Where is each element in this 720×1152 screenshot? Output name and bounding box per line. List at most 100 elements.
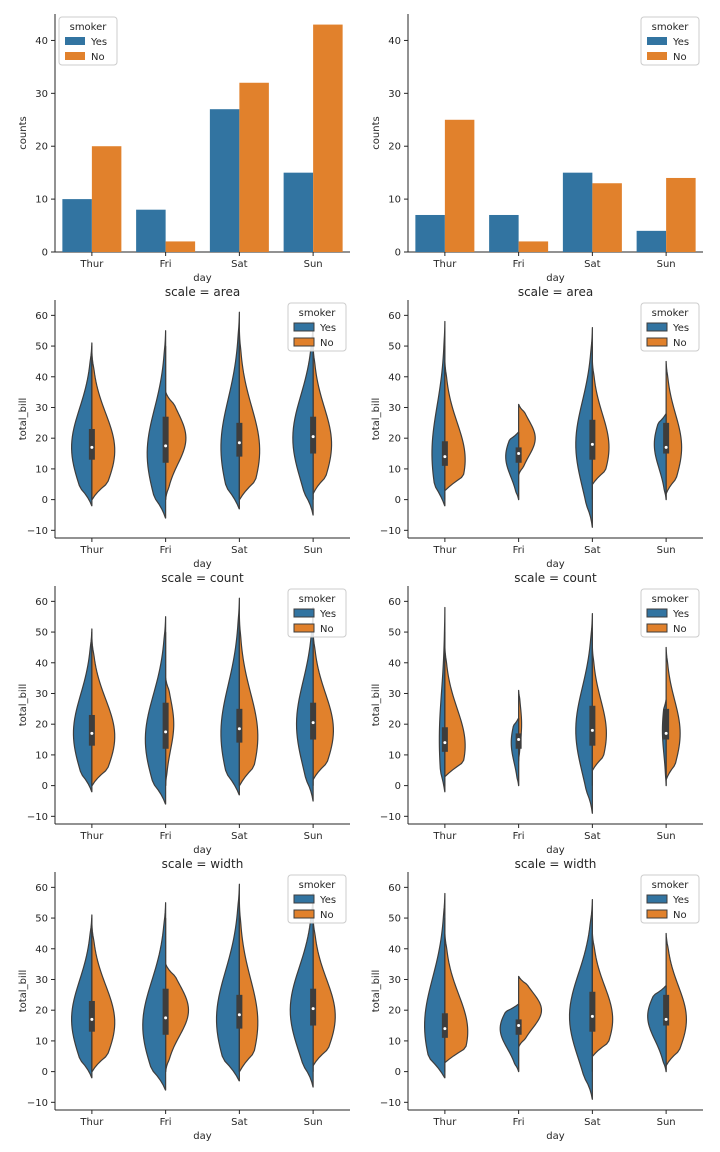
y-tick-label: 10 <box>388 464 401 475</box>
y-tick-label: 30 <box>388 975 401 986</box>
bar-no-sat <box>239 82 269 252</box>
violin-median-dot <box>590 442 594 446</box>
x-tick-label: Fri <box>160 1117 172 1128</box>
y-tick-label: 20 <box>35 434 48 445</box>
y-tick-label: 50 <box>388 342 401 353</box>
legend-title: smoker <box>299 308 337 319</box>
x-tick-label: Sun <box>304 545 323 556</box>
legend-title: smoker <box>299 880 337 891</box>
legend: smoker Yes No <box>640 874 700 924</box>
violin-iqr-box <box>663 422 670 454</box>
legend-label-yes: Yes <box>319 609 336 620</box>
bar-no-thur <box>444 119 475 253</box>
y-tick-label: 0 <box>42 248 48 259</box>
y-tick-label: 30 <box>35 89 48 100</box>
violin-no-sat <box>238 902 259 1073</box>
violin-no-sat <box>591 646 607 771</box>
subplot-1: 0 10 20 30 40 Thur Fri Sat Sun day counts smoker Yes… <box>18 14 350 284</box>
x-axis-label: day <box>193 1131 211 1142</box>
y-tick-label: 50 <box>35 628 48 639</box>
x-tick-label: Sat <box>584 831 600 842</box>
legend-swatch-yes <box>646 894 668 904</box>
y-tick-label: 20 <box>388 1006 401 1017</box>
legend-label-no: No <box>673 624 687 635</box>
violin-iqr-box <box>88 1000 95 1032</box>
y-tick-label: 0 <box>395 248 401 259</box>
y-tick-label: 20 <box>388 720 401 731</box>
legend-label-yes: Yes <box>319 895 336 906</box>
legend: smoker Yes No <box>640 588 700 638</box>
violin-iqr-box <box>589 705 596 746</box>
violin-iqr-box <box>515 733 522 749</box>
legend-label-no: No <box>673 910 687 921</box>
violin-iqr-box <box>441 1013 448 1038</box>
legend: smoker Yes No <box>287 302 347 352</box>
legend-swatch-yes <box>65 37 85 45</box>
violin-no-sat <box>591 932 614 1057</box>
violin-no-thur <box>91 637 116 787</box>
violin-iqr-box <box>88 714 95 746</box>
violin-median-dot <box>443 1027 447 1031</box>
x-tick-label: Fri <box>160 545 172 556</box>
y-tick-label: 10 <box>35 750 48 761</box>
violin-iqr-box <box>310 702 317 740</box>
violin-yes-thur <box>424 892 446 1079</box>
y-tick-label: 60 <box>388 597 401 608</box>
legend: smoker Yes No <box>640 16 700 66</box>
legend-title: smoker <box>652 22 690 33</box>
x-axis-label: day <box>546 559 564 570</box>
violin-no-sun <box>665 646 681 781</box>
violin-iqr-box <box>236 994 243 1029</box>
bar-yes-fri <box>136 209 166 252</box>
legend-swatch-yes <box>293 894 315 904</box>
y-tick-label: 50 <box>35 342 48 353</box>
violin-iqr-box <box>515 1019 522 1035</box>
legend-label-yes: Yes <box>672 895 689 906</box>
y-tick-label: 20 <box>35 142 48 153</box>
violin-no-sun <box>665 360 683 495</box>
violin-median-dot <box>164 1016 168 1020</box>
violin-yes-thur <box>71 342 93 507</box>
violin-yes-sat <box>575 613 593 814</box>
x-tick-label: Fri <box>513 831 525 842</box>
y-tick-label: 30 <box>35 975 48 986</box>
y-tick-label: 50 <box>388 628 401 639</box>
legend-label-yes: Yes <box>319 323 336 334</box>
violin-iqr-box <box>310 988 317 1026</box>
bar-yes-thur <box>415 214 445 252</box>
x-tick-label: Sun <box>657 545 676 556</box>
violin-yes-fri <box>505 431 520 501</box>
y-tick-label: 10 <box>388 195 401 206</box>
y-tick-label: 0 <box>395 495 401 506</box>
violin-iqr-box <box>589 419 596 460</box>
violin-yes-sun <box>647 985 667 1073</box>
y-tick-label: 40 <box>388 944 401 955</box>
bar-yes-fri <box>489 214 519 252</box>
legend: smoker Yes No <box>287 874 347 924</box>
legend: smoker Yes No <box>58 16 118 66</box>
violin-median-dot <box>311 1007 315 1011</box>
violin-iqr-box <box>589 991 596 1032</box>
legend-swatch-no <box>293 909 315 919</box>
x-tick-label: Fri <box>160 831 172 842</box>
y-tick-label: 10 <box>35 195 48 206</box>
legend-label-yes: Yes <box>672 609 689 620</box>
y-axis-label: total_bill <box>18 398 29 441</box>
violin-median-dot <box>590 1014 594 1018</box>
violin-no-sun <box>312 917 336 1067</box>
x-tick-label: Sat <box>584 1117 600 1128</box>
violin-median-dot <box>443 741 447 745</box>
violin-yes-fri <box>144 616 167 805</box>
subplot-4: scale = area −10 0 10 20 30 40 50 60 Thur Fri Sat Su… <box>371 285 703 570</box>
violin-no-sun <box>312 631 334 781</box>
violin-yes-thur <box>438 606 446 793</box>
legend-label-yes: Yes <box>672 323 689 334</box>
legend-label-no: No <box>320 338 334 349</box>
y-tick-label: 0 <box>42 1067 48 1078</box>
x-tick-label: Sun <box>657 1117 676 1128</box>
x-axis-label: day <box>193 559 211 570</box>
x-tick-label: Fri <box>513 259 525 270</box>
violin-iqr-box <box>441 727 448 752</box>
chart-title: scale = width <box>162 857 244 871</box>
x-tick-label: Sun <box>657 259 676 270</box>
